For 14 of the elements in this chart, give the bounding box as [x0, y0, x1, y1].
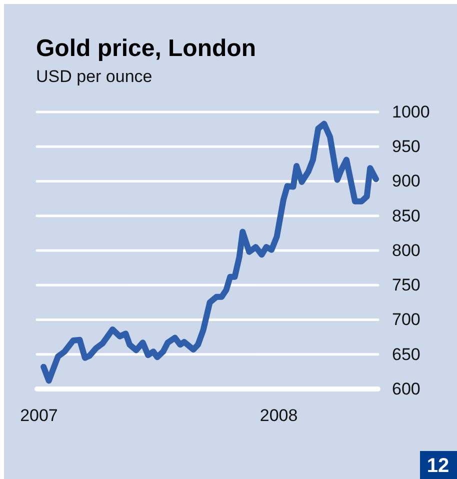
text: 12 [426, 455, 450, 477]
y-tick-label: 600 [392, 379, 420, 398]
y-tick-label: 950 [392, 137, 420, 156]
y-tick-label: 900 [392, 172, 420, 191]
y-tick-label: 800 [392, 240, 420, 260]
x-tick-label: 2007 [20, 406, 58, 426]
chart-subtitle: USD per ounce [36, 67, 152, 86]
y-tick-label: 700 [392, 310, 420, 330]
chart-title: Gold price, London [36, 35, 256, 62]
y-tick-label: 850 [392, 206, 420, 226]
y-tick-label: 650 [392, 344, 420, 364]
y-tick-label: 1000 [392, 102, 430, 122]
y-tick-label: 750 [392, 276, 420, 295]
x-tick-label: 2008 [260, 406, 298, 426]
